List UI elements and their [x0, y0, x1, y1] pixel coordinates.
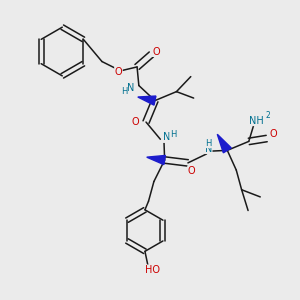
- Text: N: N: [127, 83, 135, 93]
- Text: HO: HO: [145, 265, 160, 275]
- Polygon shape: [138, 96, 156, 105]
- Text: O: O: [115, 67, 122, 76]
- Text: O: O: [152, 46, 160, 56]
- Text: 2: 2: [265, 111, 270, 120]
- Text: O: O: [188, 166, 195, 176]
- Polygon shape: [217, 134, 231, 153]
- Polygon shape: [147, 155, 165, 165]
- Text: N: N: [163, 133, 170, 142]
- Text: H: H: [205, 139, 212, 148]
- Text: O: O: [269, 129, 277, 139]
- Text: O: O: [131, 117, 139, 127]
- Text: H: H: [121, 88, 128, 97]
- Text: NH: NH: [249, 116, 264, 126]
- Text: H: H: [170, 130, 176, 139]
- Text: N: N: [205, 144, 212, 154]
